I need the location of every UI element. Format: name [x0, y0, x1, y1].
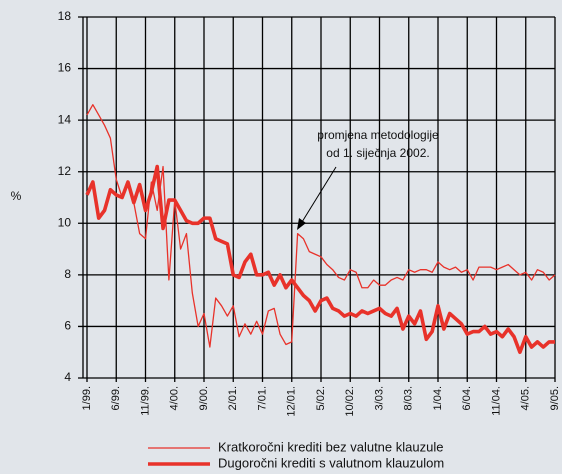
annotation: od 1. siječnja 2002.	[326, 146, 429, 160]
x-tick-label: 6/04.	[461, 386, 473, 410]
x-tick-label: 2/01.	[227, 386, 239, 410]
x-tick-label: 10/02.	[344, 386, 356, 417]
x-tick-label: 4/05.	[520, 386, 532, 410]
x-tick-label: 3/03.	[373, 386, 385, 410]
y-tick-label: 18	[58, 9, 72, 23]
x-tick-label: 8/03.	[403, 386, 415, 410]
x-tick-label: 1/99.	[81, 386, 93, 410]
x-tick-label: 6/99.	[110, 386, 122, 410]
y-tick-label: 16	[58, 61, 72, 75]
y-tick-label: 6	[64, 319, 71, 333]
x-tick-label: 1/04.	[432, 386, 444, 410]
legend-label: Kratkoročni krediti bez valutne klauzule	[218, 439, 443, 454]
y-axis-label: %	[11, 189, 22, 203]
annotation: promjena metodologije	[317, 128, 439, 142]
annotation-arrow	[301, 166, 337, 223]
x-tick-label: 5/02.	[315, 386, 327, 410]
y-tick-label: 14	[58, 112, 72, 126]
series-line	[86, 104, 556, 348]
y-tick-label: 10	[58, 215, 72, 229]
x-tick-label: 9/05.	[549, 386, 561, 410]
x-tick-label: 7/01.	[256, 386, 268, 410]
y-tick-label: 4	[64, 370, 71, 384]
x-tick-label: 11/99.	[139, 386, 151, 416]
x-tick-label: 9/00.	[198, 386, 210, 410]
x-tick-label: 11/04.	[490, 386, 502, 416]
y-tick-label: 8	[64, 267, 71, 281]
legend-label: Dugoročni krediti s valutnom klauzulom	[218, 455, 444, 470]
y-tick-label: 12	[58, 164, 72, 178]
x-tick-label: 12/01.	[286, 386, 298, 417]
series-line	[85, 164, 555, 355]
annotation-arrowhead	[297, 218, 306, 230]
x-tick-label: 4/00.	[169, 386, 181, 410]
